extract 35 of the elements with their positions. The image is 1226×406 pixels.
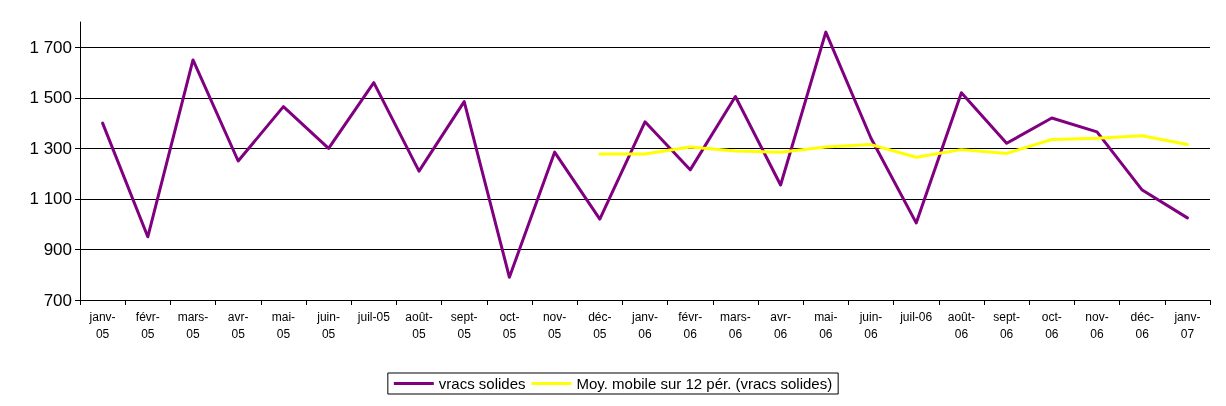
x-tick-label: févr-06 xyxy=(678,309,703,341)
y-tick-label: 1 700 xyxy=(29,37,72,57)
y-tick-label: 1 100 xyxy=(29,189,72,209)
x-tick-label: avr-05 xyxy=(227,309,249,341)
x-tick-label: juin-06 xyxy=(858,309,883,341)
x-tick-label: mai-06 xyxy=(814,309,838,341)
x-tick-label: sept-06 xyxy=(993,309,1020,341)
legend-label: Moy. mobile sur 12 pér. (vracs solides) xyxy=(576,375,833,392)
x-tick-label: oct-05 xyxy=(499,309,520,341)
x-tick-label: déc-05 xyxy=(588,309,612,341)
line-series xyxy=(101,30,1189,279)
x-tick-label: déc-06 xyxy=(1130,309,1154,341)
x-tick-label: oct-06 xyxy=(1041,309,1062,341)
x-tick-label: août-05 xyxy=(405,309,433,341)
y-tick-label: 700 xyxy=(43,290,72,310)
x-tick-label: juil-05 xyxy=(356,309,391,324)
x-tick-label: nov-05 xyxy=(542,309,567,341)
x-tick-label: sept-05 xyxy=(450,309,478,341)
x-tick-label: août-06 xyxy=(947,309,976,341)
x-tick-label: févr-05 xyxy=(135,309,160,341)
x-tick-label: juil-06 xyxy=(899,309,933,324)
x-tick-label: mars-05 xyxy=(177,309,209,341)
x-tick-label: juin-05 xyxy=(316,309,340,341)
x-tick-label: mai-05 xyxy=(271,309,296,341)
x-tick-label: janv-07 xyxy=(1173,309,1201,341)
x-tick-label: mars-06 xyxy=(720,309,751,341)
x-tick-label: nov-06 xyxy=(1085,309,1109,341)
y-tick-label: 900 xyxy=(43,239,72,259)
x-tick-label: avr-06 xyxy=(770,309,791,341)
line-series xyxy=(598,134,1189,159)
legend-label: vracs solides xyxy=(438,375,526,392)
x-tick-label: janv-06 xyxy=(630,309,659,341)
x-tick-label: janv-05 xyxy=(88,309,116,341)
y-tick-label: 1 300 xyxy=(29,138,72,158)
y-tick-label: 1 500 xyxy=(29,88,72,108)
